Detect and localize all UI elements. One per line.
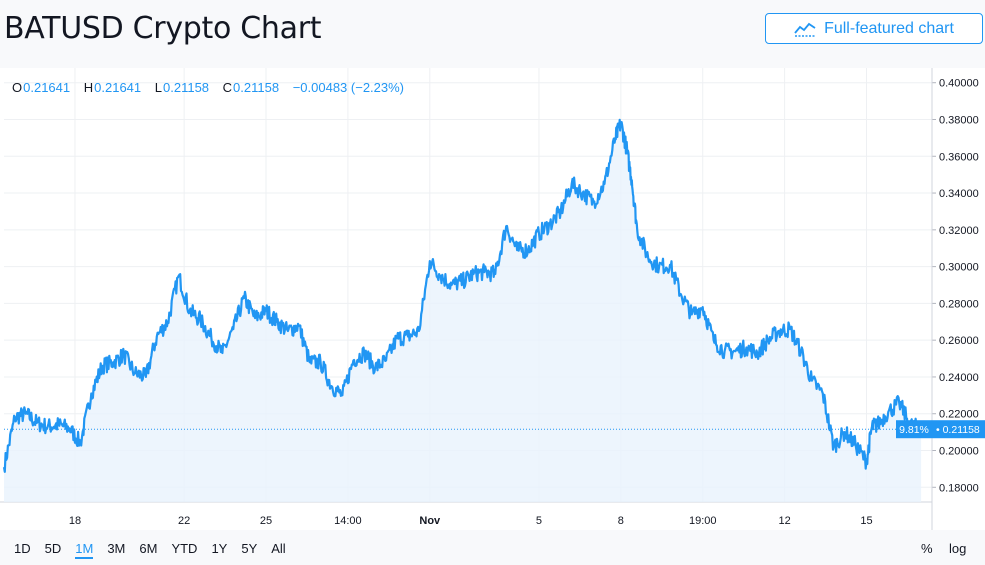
x-tick-label: 8 xyxy=(618,515,624,527)
low-key: L xyxy=(154,80,162,95)
range-5d[interactable]: 5D xyxy=(44,541,62,556)
range-1y[interactable]: 1Y xyxy=(211,541,228,556)
full-featured-chart-button[interactable]: Full-featured chart xyxy=(765,13,983,44)
range-3m[interactable]: 3M xyxy=(107,541,126,556)
last-price-badge xyxy=(932,420,985,439)
close-key: C xyxy=(222,80,233,95)
percent-scale-toggle[interactable]: % xyxy=(921,541,933,556)
range-1m[interactable]: 1M xyxy=(75,541,94,559)
last-price-label: • 0.21158 xyxy=(936,424,980,436)
x-tick-label: 25 xyxy=(260,515,272,527)
y-tick-label: 0.18000 xyxy=(939,482,979,494)
x-tick-label: 12 xyxy=(778,515,790,527)
range-1d[interactable]: 1D xyxy=(14,541,31,556)
y-tick-label: 0.26000 xyxy=(939,335,979,347)
x-tick-label: 22 xyxy=(178,515,190,527)
change-percent-badge xyxy=(896,420,932,439)
y-tick-label: 0.22000 xyxy=(939,409,979,421)
range-5y[interactable]: 5Y xyxy=(241,541,258,556)
chart-line-icon xyxy=(794,22,816,37)
range-all[interactable]: All xyxy=(271,541,286,556)
y-tick-label: 0.24000 xyxy=(939,372,979,384)
x-tick-label: 14:00 xyxy=(334,515,362,527)
open-value: 0.21641 xyxy=(23,80,71,95)
x-tick-label: Nov xyxy=(419,515,441,527)
x-tick-label: 18 xyxy=(69,515,81,527)
y-tick-label: 0.32000 xyxy=(939,225,979,237)
series-area xyxy=(4,119,922,503)
y-tick-label: 0.38000 xyxy=(939,114,979,126)
log-scale-toggle[interactable]: log xyxy=(949,541,967,556)
y-tick-label: 0.28000 xyxy=(939,298,979,310)
chart-area[interactable]: 0.18000 0.20000 0.22000 0.24000 0.26000 0.280… xyxy=(0,68,985,530)
x-tick-label: 15 xyxy=(860,515,872,527)
page-title: BATUSD Crypto Chart xyxy=(4,11,322,46)
high-key: H xyxy=(83,80,94,95)
range-6m[interactable]: 6M xyxy=(139,541,158,556)
x-tick-label: 5 xyxy=(536,515,542,527)
ohlc-legend: O0.21641 H0.21641 L0.21158 C0.21158 −0.0… xyxy=(12,80,404,95)
y-tick-label: 0.34000 xyxy=(939,188,979,200)
y-tick-label: 0.20000 xyxy=(939,446,979,458)
full-featured-chart-label: Full-featured chart xyxy=(824,19,954,37)
x-tick-label: 19:00 xyxy=(689,515,717,527)
y-tick-label: 0.36000 xyxy=(939,151,979,163)
y-tick-label: 0.30000 xyxy=(939,262,979,274)
series-line[interactable] xyxy=(2,118,923,473)
low-value: 0.21158 xyxy=(163,80,210,95)
range-ytd[interactable]: YTD xyxy=(171,541,198,556)
change-percent-label: 9.81% xyxy=(899,424,929,436)
close-value: 0.21158 xyxy=(233,80,280,95)
high-value: 0.21641 xyxy=(94,80,142,95)
change-value: −0.00483 (−2.23%) xyxy=(292,80,405,95)
open-key: O xyxy=(12,80,23,95)
y-tick-label: 0.40000 xyxy=(939,78,979,90)
price-chart[interactable]: 0.18000 0.20000 0.22000 0.24000 0.26000 0.280… xyxy=(0,68,985,530)
range-selector: 1D 5D 1M 3M 6M YTD 1Y 5Y All xyxy=(14,541,300,559)
